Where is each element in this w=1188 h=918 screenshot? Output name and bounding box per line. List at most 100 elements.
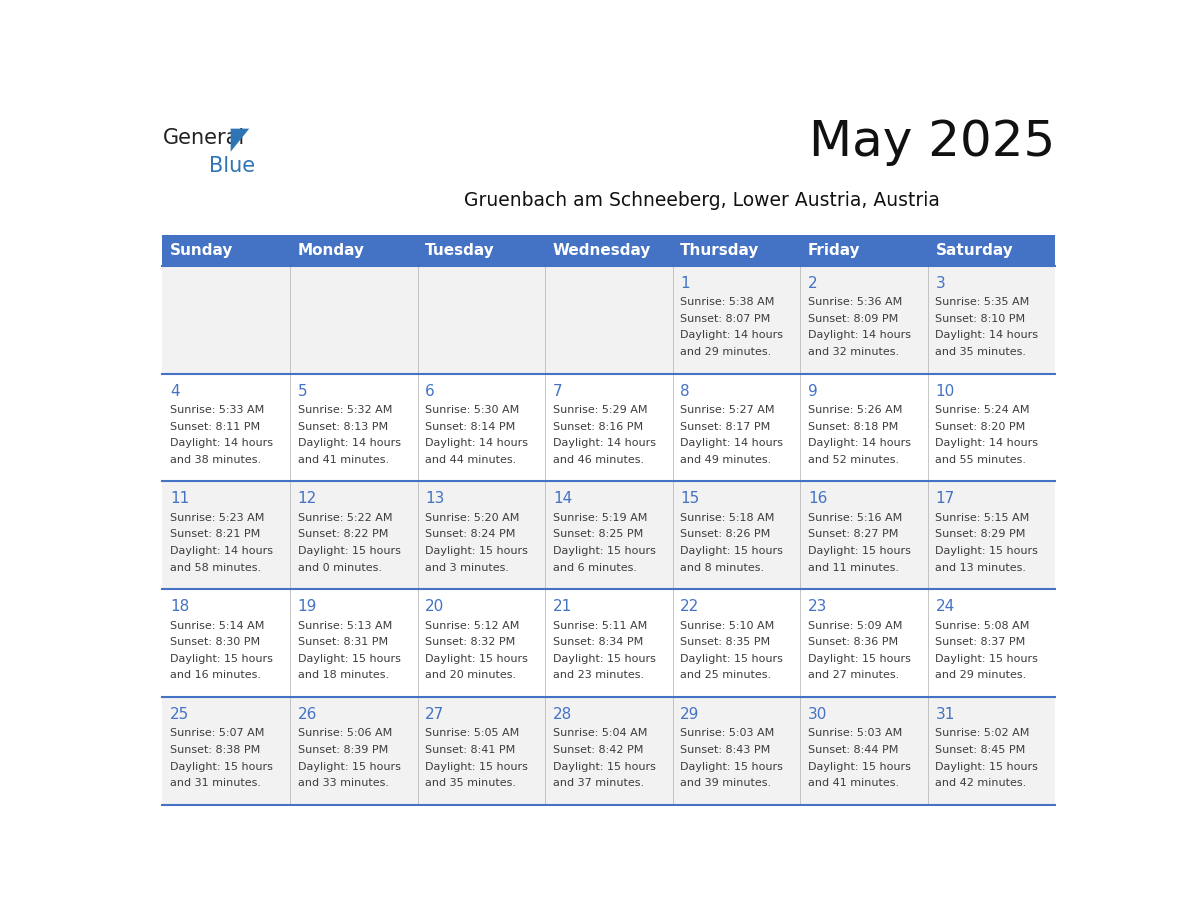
FancyBboxPatch shape [801,589,928,697]
Text: and 52 minutes.: and 52 minutes. [808,454,899,465]
Text: Sunset: 8:37 PM: Sunset: 8:37 PM [935,637,1025,647]
Text: Gruenbach am Schneeberg, Lower Austria, Austria: Gruenbach am Schneeberg, Lower Austria, … [463,191,940,210]
Text: 7: 7 [552,384,562,398]
Text: and 58 minutes.: and 58 minutes. [170,563,261,573]
Text: Daylight: 15 hours: Daylight: 15 hours [681,546,783,556]
Text: Sunrise: 5:36 AM: Sunrise: 5:36 AM [808,297,902,308]
Text: Daylight: 15 hours: Daylight: 15 hours [298,762,400,772]
Text: Tuesday: Tuesday [425,242,495,258]
Text: Daylight: 15 hours: Daylight: 15 hours [808,654,911,664]
Text: and 42 minutes.: and 42 minutes. [935,778,1026,789]
FancyBboxPatch shape [290,265,417,374]
Text: Sunset: 8:24 PM: Sunset: 8:24 PM [425,530,516,540]
Text: and 0 minutes.: and 0 minutes. [298,563,381,573]
Text: Sunrise: 5:07 AM: Sunrise: 5:07 AM [170,729,265,738]
Text: Sunset: 8:21 PM: Sunset: 8:21 PM [170,530,260,540]
Text: 20: 20 [425,599,444,614]
Text: and 11 minutes.: and 11 minutes. [808,563,899,573]
Text: Sunrise: 5:24 AM: Sunrise: 5:24 AM [935,405,1030,415]
Text: Sunrise: 5:03 AM: Sunrise: 5:03 AM [808,729,902,738]
Text: Sunrise: 5:15 AM: Sunrise: 5:15 AM [935,513,1030,523]
Text: General: General [163,128,245,148]
Text: 15: 15 [681,491,700,507]
Text: and 35 minutes.: and 35 minutes. [425,778,517,789]
Text: Daylight: 14 hours: Daylight: 14 hours [425,438,529,448]
Text: 28: 28 [552,707,573,722]
Text: Sunset: 8:34 PM: Sunset: 8:34 PM [552,637,643,647]
Text: Daylight: 14 hours: Daylight: 14 hours [552,438,656,448]
Text: and 37 minutes.: and 37 minutes. [552,778,644,789]
Text: 5: 5 [298,384,308,398]
Text: and 29 minutes.: and 29 minutes. [935,670,1026,680]
Text: Daylight: 15 hours: Daylight: 15 hours [935,654,1038,664]
Text: Daylight: 15 hours: Daylight: 15 hours [425,762,529,772]
FancyBboxPatch shape [163,697,290,805]
FancyBboxPatch shape [928,265,1055,374]
Text: 26: 26 [298,707,317,722]
Text: Sunrise: 5:30 AM: Sunrise: 5:30 AM [425,405,519,415]
FancyBboxPatch shape [801,265,928,374]
Text: Daylight: 15 hours: Daylight: 15 hours [170,654,273,664]
Text: and 32 minutes.: and 32 minutes. [808,347,899,357]
Text: 2: 2 [808,275,817,291]
FancyBboxPatch shape [163,235,290,265]
Text: Sunset: 8:44 PM: Sunset: 8:44 PM [808,745,898,755]
FancyBboxPatch shape [163,589,290,697]
Text: and 49 minutes.: and 49 minutes. [681,454,772,465]
Text: 16: 16 [808,491,827,507]
Text: Sunday: Sunday [170,242,234,258]
Polygon shape [230,129,249,151]
Text: Daylight: 14 hours: Daylight: 14 hours [170,546,273,556]
Text: 27: 27 [425,707,444,722]
Text: 29: 29 [681,707,700,722]
Text: Sunrise: 5:14 AM: Sunrise: 5:14 AM [170,621,265,631]
Text: Thursday: Thursday [681,242,760,258]
Text: Sunrise: 5:26 AM: Sunrise: 5:26 AM [808,405,903,415]
Text: and 3 minutes.: and 3 minutes. [425,563,510,573]
Text: 19: 19 [298,599,317,614]
Text: and 35 minutes.: and 35 minutes. [935,347,1026,357]
Text: Daylight: 15 hours: Daylight: 15 hours [552,762,656,772]
Text: 8: 8 [681,384,690,398]
FancyBboxPatch shape [417,235,545,265]
Text: 21: 21 [552,599,573,614]
Text: Wednesday: Wednesday [552,242,651,258]
Text: Daylight: 14 hours: Daylight: 14 hours [935,330,1038,341]
Text: and 16 minutes.: and 16 minutes. [170,670,261,680]
Text: Sunset: 8:14 PM: Sunset: 8:14 PM [425,421,516,431]
FancyBboxPatch shape [163,374,290,481]
FancyBboxPatch shape [801,481,928,589]
Text: and 38 minutes.: and 38 minutes. [170,454,261,465]
Text: Sunrise: 5:16 AM: Sunrise: 5:16 AM [808,513,902,523]
Text: Sunrise: 5:38 AM: Sunrise: 5:38 AM [681,297,775,308]
FancyBboxPatch shape [672,374,801,481]
Text: Sunset: 8:09 PM: Sunset: 8:09 PM [808,314,898,324]
Text: and 27 minutes.: and 27 minutes. [808,670,899,680]
Text: Sunset: 8:43 PM: Sunset: 8:43 PM [681,745,771,755]
Text: Sunrise: 5:23 AM: Sunrise: 5:23 AM [170,513,265,523]
FancyBboxPatch shape [417,481,545,589]
FancyBboxPatch shape [290,481,417,589]
Text: Sunset: 8:45 PM: Sunset: 8:45 PM [935,745,1025,755]
Text: Sunrise: 5:12 AM: Sunrise: 5:12 AM [425,621,519,631]
Text: Sunrise: 5:13 AM: Sunrise: 5:13 AM [298,621,392,631]
Text: Daylight: 14 hours: Daylight: 14 hours [170,438,273,448]
Text: Sunrise: 5:33 AM: Sunrise: 5:33 AM [170,405,265,415]
Text: Sunset: 8:41 PM: Sunset: 8:41 PM [425,745,516,755]
Text: 6: 6 [425,384,435,398]
Text: Sunset: 8:20 PM: Sunset: 8:20 PM [935,421,1025,431]
Text: Sunset: 8:22 PM: Sunset: 8:22 PM [298,530,388,540]
Text: and 44 minutes.: and 44 minutes. [425,454,517,465]
FancyBboxPatch shape [545,265,672,374]
Text: Sunset: 8:27 PM: Sunset: 8:27 PM [808,530,898,540]
Text: Sunset: 8:42 PM: Sunset: 8:42 PM [552,745,643,755]
Text: 30: 30 [808,707,827,722]
Text: Sunset: 8:31 PM: Sunset: 8:31 PM [298,637,387,647]
Text: Sunrise: 5:27 AM: Sunrise: 5:27 AM [681,405,775,415]
Text: Sunrise: 5:32 AM: Sunrise: 5:32 AM [298,405,392,415]
Text: 4: 4 [170,384,179,398]
Text: Daylight: 15 hours: Daylight: 15 hours [681,762,783,772]
Text: and 33 minutes.: and 33 minutes. [298,778,388,789]
Text: Daylight: 15 hours: Daylight: 15 hours [170,762,273,772]
Text: Sunrise: 5:08 AM: Sunrise: 5:08 AM [935,621,1030,631]
